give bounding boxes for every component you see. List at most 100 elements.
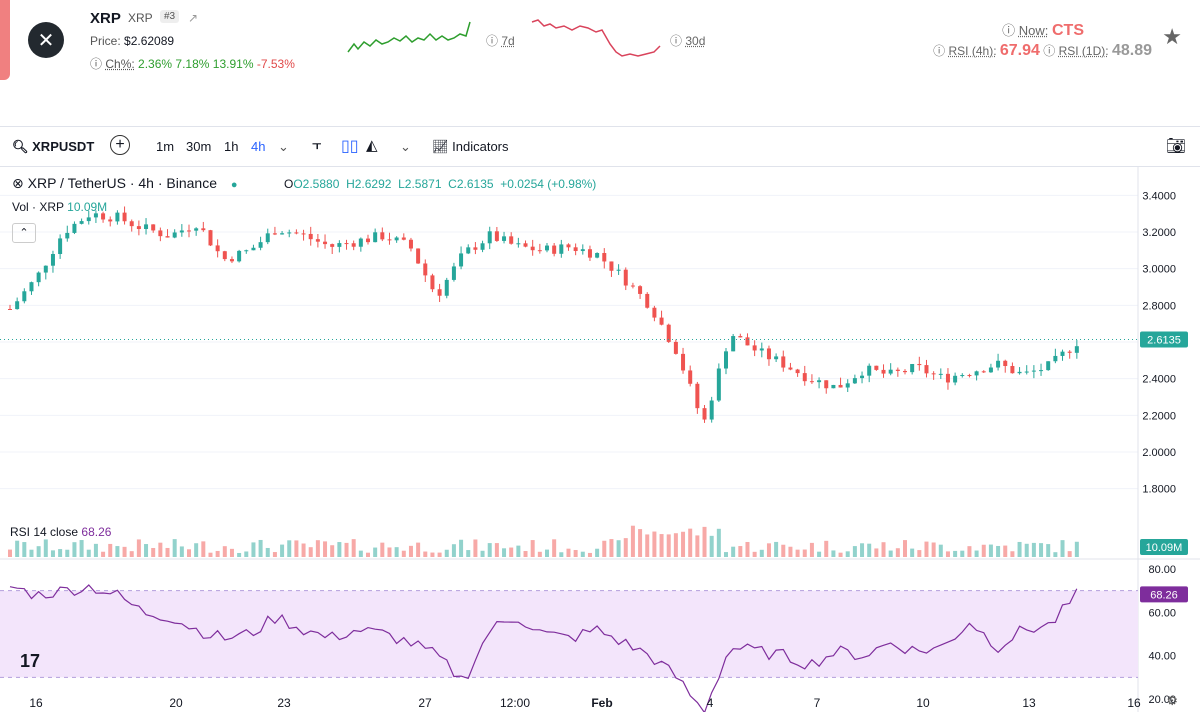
volume-bar [616, 540, 621, 557]
volume-bar [358, 550, 363, 557]
volume-bar [86, 549, 91, 557]
rsi-tick-label: 40.00 [1148, 651, 1176, 663]
volume-badge [1140, 539, 1188, 555]
volume-bar [323, 541, 328, 557]
candle-body [817, 380, 822, 383]
volume-bar [759, 549, 764, 557]
spark-30d-label: ⓘ 30d [670, 34, 706, 48]
volume-bar [645, 534, 650, 557]
xrp-logo-icon: ✕ [28, 22, 64, 58]
chart-widget: 🔍︎ XRPUSDT + 1m 30m 1h 4h ⌄ ⫟ ▯▯ ◭ ⌄ 📈︎ … [0, 126, 1200, 712]
candle-body [981, 371, 986, 373]
volume-bar [287, 540, 292, 557]
coin-header: ✕ XRP XRP #3 ↗ Price: $2.62089 ⓘ Ch%: 2.… [0, 0, 1200, 96]
camera-icon[interactable]: 📷︎ [1165, 138, 1186, 155]
volume-bar [945, 551, 950, 557]
volume-bar [36, 546, 41, 557]
chart-legend: ⊗ XRP / TetherUS · 4h · Binance ● [12, 175, 238, 192]
candle-body [502, 236, 507, 241]
volume-bar [881, 542, 886, 557]
volume-bar [272, 552, 277, 557]
star-icon[interactable]: ★ [1162, 24, 1182, 49]
candle-body [129, 221, 134, 227]
bar-style-icon[interactable]: ⫟ [312, 136, 322, 153]
volume-bar [194, 543, 199, 557]
volume-bar [444, 549, 449, 557]
candle-body [215, 245, 220, 252]
candle-body [65, 232, 70, 239]
candle-body [8, 309, 12, 310]
interval-1h[interactable]: 1h [224, 139, 239, 154]
candle-body [688, 370, 693, 384]
candle-body [301, 233, 306, 235]
candle-body [179, 230, 184, 233]
candle-body [738, 336, 743, 338]
volume-bar [222, 546, 227, 557]
candle-body [1024, 371, 1029, 373]
volume-badge-value: 10.09M [1146, 542, 1183, 554]
candle-body [1060, 351, 1065, 356]
candle-body [337, 243, 342, 247]
volume-bar [1046, 544, 1051, 557]
candle-body [144, 224, 149, 230]
candle-body [931, 373, 936, 375]
interval-30m[interactable]: 30m [186, 139, 212, 154]
volume-bar [430, 552, 435, 557]
candle-body [1031, 370, 1036, 372]
volume-bar [724, 552, 728, 557]
candle-body [394, 237, 399, 241]
candle-body [22, 291, 27, 302]
volume-bar [831, 550, 836, 557]
settings-gear-icon[interactable]: ⚙︎ [1166, 693, 1178, 708]
volume-bar [408, 545, 413, 557]
volume-bar [709, 535, 714, 557]
candle-body [237, 250, 242, 262]
area-style-icon[interactable]: ◭ [366, 137, 378, 154]
volume-bar [265, 547, 270, 557]
volume-bar [802, 549, 807, 557]
indicators-button[interactable]: 📈︎ Indicators [432, 139, 509, 155]
candle-body [330, 244, 335, 247]
style-dropdown-chevron-icon[interactable]: ⌄ [400, 139, 411, 154]
candle-body [731, 336, 736, 352]
volume-legend: Vol · XRP 10.09M [12, 200, 107, 214]
ohlc-close: C2.6135 [448, 177, 494, 191]
volume-bar [573, 549, 578, 557]
candle-body [974, 371, 979, 376]
candle-body [867, 365, 872, 376]
volume-bar [745, 541, 750, 557]
candle-body [86, 217, 91, 222]
candle-body [466, 247, 471, 254]
volume-bar [609, 539, 614, 557]
binance-icon: ⊗ [12, 175, 24, 191]
volume-bar [795, 549, 800, 557]
volume-bar [974, 550, 979, 557]
symbol-search-button[interactable]: 🔍︎ XRPUSDT [12, 139, 94, 155]
external-link-icon[interactable]: ↗ [188, 11, 199, 25]
ohlc-change: +0.0254 (+0.98%) [500, 177, 597, 191]
candle-style-icon[interactable]: ▯▯ [341, 138, 359, 155]
candle-body [709, 400, 714, 420]
price-chart[interactable]: 3.40003.20003.00002.80002.60002.40002.20… [0, 167, 1200, 712]
candle-body [430, 275, 435, 290]
price-tick-label: 1.8000 [1142, 484, 1176, 496]
candle-body [802, 373, 807, 382]
volume-bar [165, 547, 170, 557]
volume-bar [537, 551, 542, 557]
interval-4h[interactable]: 4h [251, 139, 266, 154]
interval-dropdown-chevron-icon[interactable]: ⌄ [278, 139, 289, 154]
candle-body [724, 351, 728, 369]
interval-1m[interactable]: 1m [156, 139, 175, 154]
candle-body [294, 232, 299, 234]
candle-body [988, 367, 993, 373]
candle-body [766, 348, 771, 360]
volume-bar [602, 540, 607, 557]
compare-plus-icon[interactable]: + [110, 135, 130, 155]
candle-body [473, 247, 478, 250]
spark-7d-label: ⓘ 7d [486, 34, 515, 48]
volume-bar [860, 543, 865, 557]
collapse-legend-button[interactable]: ⌃ [12, 223, 36, 243]
candle-body [881, 369, 886, 374]
time-tick-label: 12:00 [500, 696, 530, 710]
candle-body [573, 247, 578, 252]
